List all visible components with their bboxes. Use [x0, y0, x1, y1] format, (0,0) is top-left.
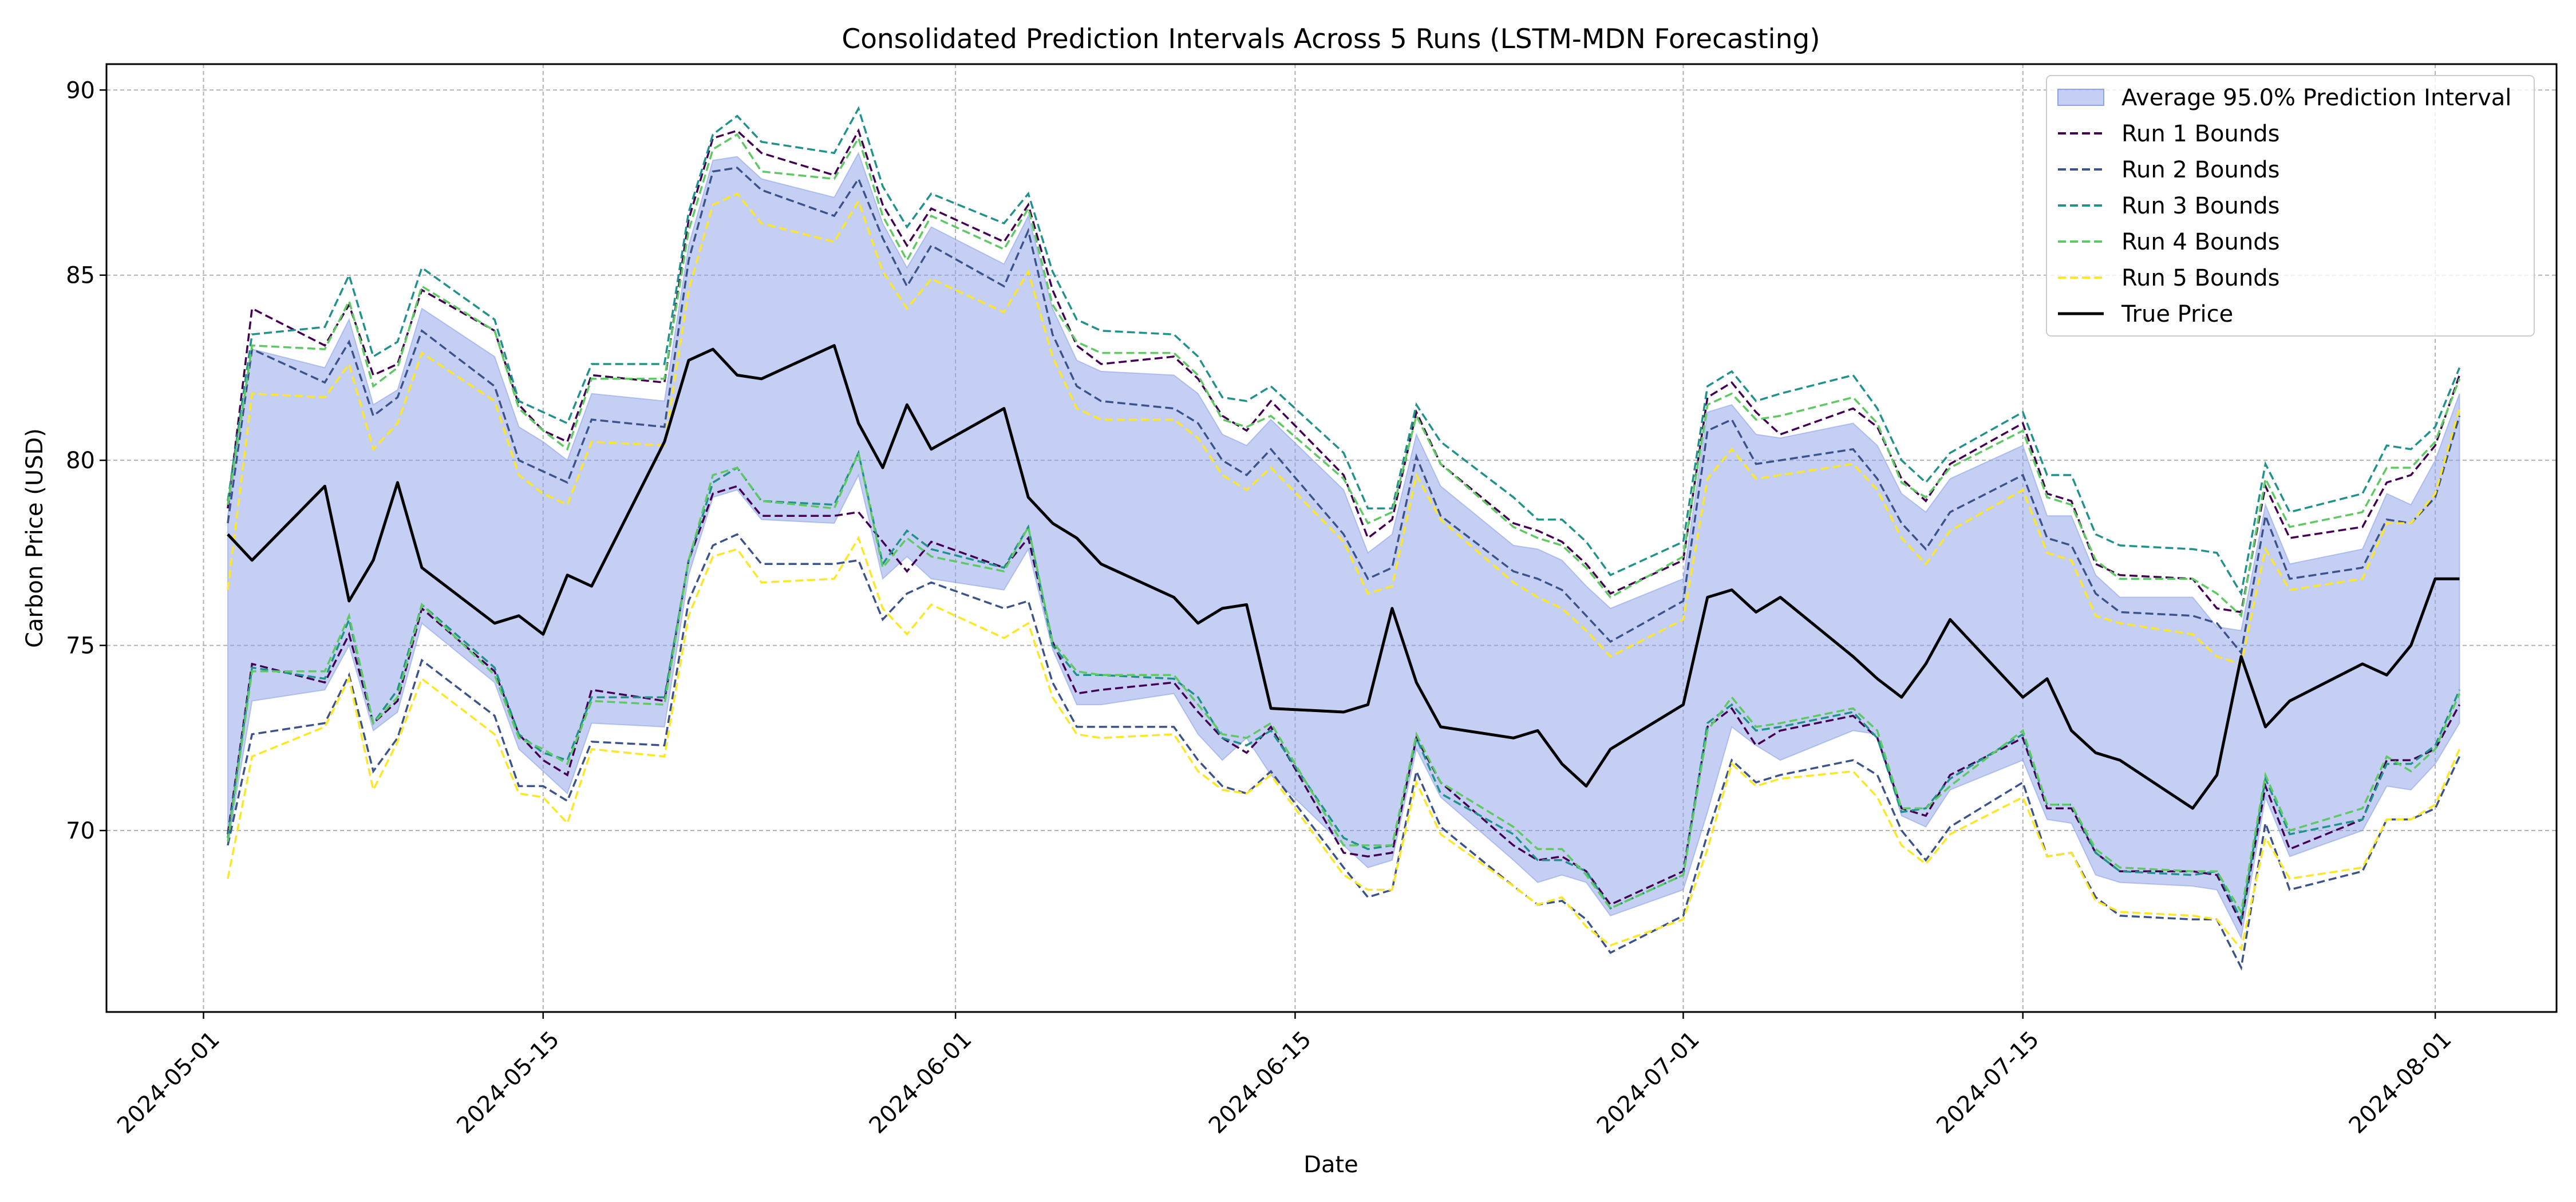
run-bounds-lines	[227, 106, 2461, 971]
legend-label: Run 1 Bounds	[2121, 121, 2279, 147]
x-tick-label: 2024-05-01	[112, 1026, 225, 1139]
y-tick-label: 90	[66, 77, 95, 104]
x-tick-label: 2024-06-01	[864, 1026, 977, 1139]
legend-label: Run 4 Bounds	[2121, 229, 2279, 255]
true-price-path	[227, 344, 2460, 810]
legend-handle-band	[2057, 89, 2104, 106]
y-tick-label: 85	[66, 263, 95, 289]
run-5-upper-line	[227, 192, 2461, 666]
run-4-upper-line	[227, 133, 2461, 618]
x-tick-label: 2024-06-15	[1204, 1026, 1317, 1139]
y-axis-ticks: 70 75 80 85 90	[66, 77, 106, 844]
legend-label: Average 95.0% Prediction Interval	[2121, 85, 2511, 111]
legend-label: True Price	[2121, 301, 2233, 327]
run-3-lower-line	[227, 449, 2461, 923]
y-axis-label: Carbon Price (USD)	[22, 428, 48, 648]
legend-box	[2046, 75, 2535, 337]
y-tick-label: 75	[66, 633, 95, 659]
prediction-interval-band	[227, 151, 2460, 940]
x-tick-label: 2024-05-15	[452, 1026, 564, 1139]
run-2-upper-line	[227, 167, 2461, 655]
plot-frame	[105, 63, 2558, 1013]
x-axis-label: Date	[1303, 1152, 1358, 1178]
interval-band-area	[227, 151, 2460, 940]
chart-title: Consolidated Prediction Intervals Across…	[841, 23, 1820, 55]
y-tick-label: 70	[66, 818, 95, 844]
legend-label: Run 5 Bounds	[2121, 265, 2279, 291]
x-tick-label: 2024-08-01	[2344, 1026, 2457, 1139]
legend: Average 95.0% Prediction Interval Run 1 B…	[2046, 75, 2535, 337]
run-4-lower-line	[227, 449, 2461, 915]
legend-label: Run 3 Bounds	[2121, 193, 2279, 219]
run-3-upper-line	[227, 106, 2461, 596]
x-tick-label: 2024-07-01	[1592, 1026, 1705, 1139]
y-tick-label: 80	[66, 448, 95, 474]
x-axis-ticks: 2024-05-01 2024-05-15 2024-06-01 2024-06-15…	[112, 1012, 2457, 1139]
run-2-lower-line	[227, 533, 2461, 971]
legend-label: Run 2 Bounds	[2121, 157, 2279, 183]
true-price-line	[227, 344, 2460, 810]
x-tick-label: 2024-07-15	[1931, 1026, 2044, 1139]
run-5-lower-line	[227, 535, 2461, 951]
